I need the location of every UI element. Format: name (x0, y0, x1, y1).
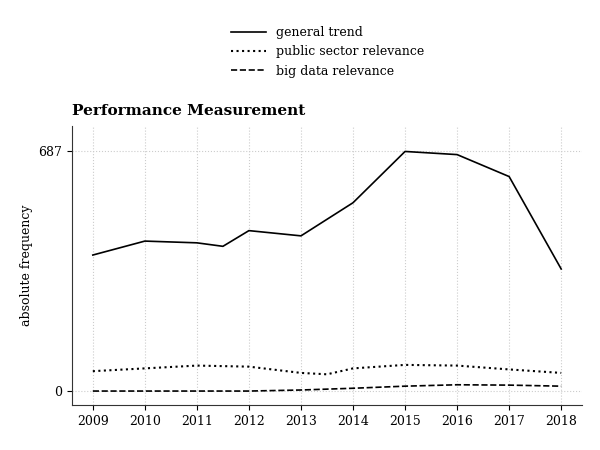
public sector relevance (401, 362, 409, 368)
big data relevance (245, 388, 253, 394)
public sector relevance (454, 363, 461, 368)
public sector relevance (245, 364, 253, 369)
general trend (220, 243, 227, 249)
Legend: general trend, public sector relevance, big data relevance: general trend, public sector relevance, … (231, 26, 425, 78)
public sector relevance (193, 363, 200, 368)
public sector relevance (349, 366, 356, 371)
general trend (89, 252, 97, 258)
general trend (454, 152, 461, 158)
public sector relevance (323, 372, 331, 377)
big data relevance (506, 382, 513, 388)
general trend (141, 238, 148, 244)
general trend (506, 174, 513, 179)
big data relevance (557, 383, 565, 389)
big data relevance (193, 388, 200, 394)
big data relevance (454, 382, 461, 387)
big data relevance (349, 386, 356, 391)
big data relevance (141, 388, 148, 394)
Text: Performance Measurement: Performance Measurement (72, 104, 305, 118)
big data relevance (401, 383, 409, 389)
general trend (557, 266, 565, 272)
public sector relevance (557, 370, 565, 376)
big data relevance (298, 387, 305, 393)
general trend (401, 149, 409, 154)
general trend (349, 200, 356, 205)
public sector relevance (506, 367, 513, 372)
Line: general trend: general trend (93, 152, 561, 269)
public sector relevance (141, 366, 148, 371)
public sector relevance (89, 369, 97, 374)
general trend (245, 228, 253, 233)
big data relevance (89, 388, 97, 394)
Line: public sector relevance: public sector relevance (93, 365, 561, 374)
public sector relevance (298, 370, 305, 376)
general trend (298, 233, 305, 238)
Y-axis label: absolute frequency: absolute frequency (20, 205, 33, 326)
Line: big data relevance: big data relevance (93, 385, 561, 391)
general trend (193, 240, 200, 246)
